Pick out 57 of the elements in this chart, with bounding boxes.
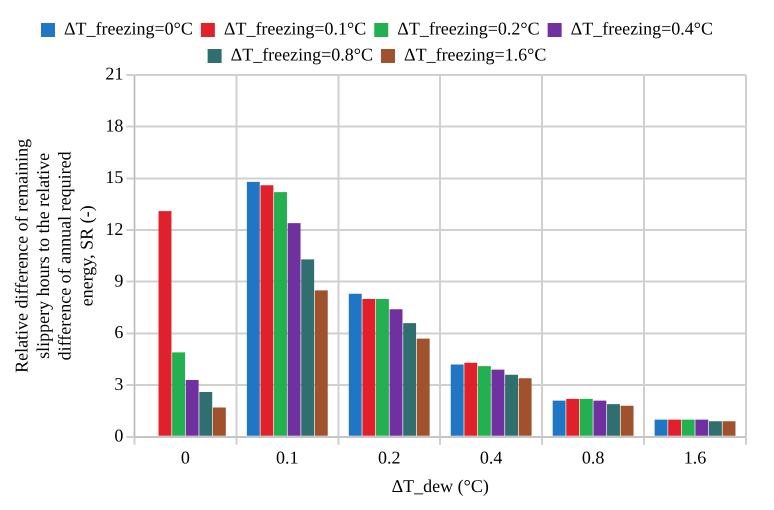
y-tick-label: 0 [114,426,124,446]
legend-label: ΔT_freezing=1.6°C [404,44,546,65]
x-tick-label: 0.4 [480,447,502,468]
bar [403,323,416,436]
y-tick-label: 21 [105,64,124,84]
x-tick-label: 1.6 [684,447,706,468]
bar [518,378,532,436]
bar [580,398,593,436]
bar [478,366,491,436]
bar [274,192,287,436]
bar [654,420,668,436]
bar [505,374,518,436]
bar [288,223,301,436]
bar [695,420,708,436]
bar [199,392,212,436]
bar [492,370,504,436]
bar [212,408,226,436]
bar [416,338,430,436]
x-tick-label: 0.8 [582,447,604,468]
bar [450,364,464,436]
bar [607,404,620,436]
bar [593,400,606,436]
bar [682,420,695,436]
bar [172,352,186,436]
x-tick-label: 0 [180,447,190,468]
bar [708,421,722,436]
legend-label: ΔT_freezing=0.1°C [224,18,366,39]
bar [620,406,634,436]
bar [390,309,402,436]
bar [464,362,478,436]
x-tick-label: 0.2 [378,447,400,468]
y-tick-label: 9 [114,270,124,290]
bar [722,421,736,436]
bar [552,400,566,436]
y-tick-label: 18 [105,115,124,136]
bar [158,211,172,436]
y-tick-label: 12 [105,218,124,239]
y-tick-label: 15 [105,167,124,188]
y-tick-label: 3 [114,374,124,394]
bar [566,398,580,436]
y-axis-title: Relative difference of remaining slippery hours to the relative difference of annual required energy, SR (-) [12,138,96,373]
y-tick-label: 6 [114,322,124,342]
bar [668,420,682,436]
bar [186,380,199,436]
bar [314,290,328,436]
x-tick-label: 0.1 [276,447,299,468]
legend-label: ΔT_freezing=0°C [64,18,193,39]
legend-label: ΔT_freezing=0.2°C [397,18,540,39]
legend-label: ΔT_freezing=0.8°C [230,44,374,65]
legend-label: ΔT_freezing=0.4°C [570,18,714,39]
bar [362,298,376,436]
bar [246,182,260,436]
bar [301,259,314,436]
bar [376,298,389,436]
bar [260,185,274,436]
x-axis-title: ΔT_dew (°C) [392,476,489,496]
bar [348,294,362,436]
